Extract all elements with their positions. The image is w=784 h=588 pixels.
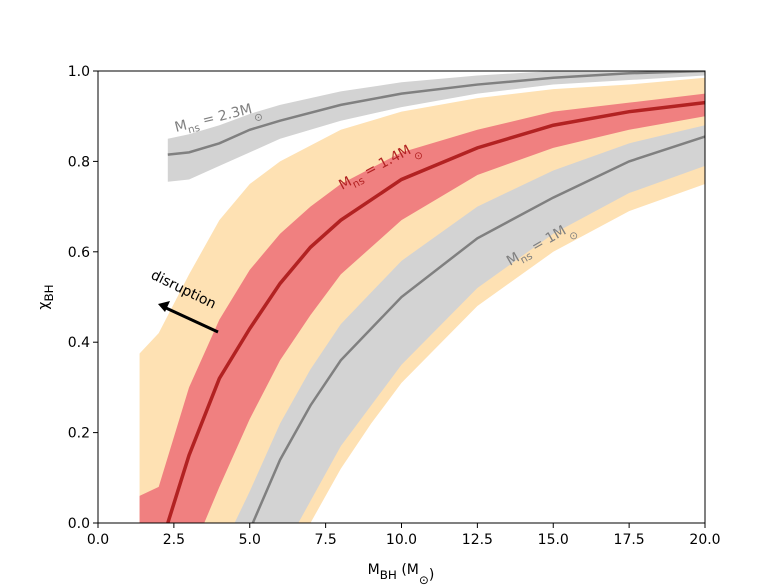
y-tick-label: 0.0 — [68, 516, 90, 532]
text: M — [173, 117, 189, 135]
x-tick-label: 15.0 — [538, 532, 569, 548]
text: M — [368, 562, 380, 578]
band — [139, 93, 705, 523]
x-tick-label: 20.0 — [689, 532, 720, 548]
y-tick-label: 0.6 — [68, 245, 90, 261]
sub: ns — [187, 122, 202, 137]
y-tick-label: 0.4 — [68, 335, 90, 351]
line — [251, 135, 705, 523]
sub: ns — [351, 175, 367, 191]
band — [234, 125, 705, 523]
arrow — [165, 306, 219, 334]
x-tick-label: 5.0 — [239, 532, 261, 548]
sub2: ⊙ — [253, 111, 264, 125]
arrow-head — [158, 301, 170, 312]
y-tick-label: 0.8 — [68, 154, 90, 170]
x-tick-label: 7.5 — [314, 532, 336, 548]
line — [167, 71, 705, 156]
band — [167, 71, 705, 182]
text: χ — [36, 302, 52, 310]
x-tick-label: 2.5 — [163, 532, 185, 548]
bands — [139, 71, 705, 523]
line — [166, 100, 705, 523]
x-tick-label: 17.5 — [614, 532, 645, 548]
y-tick-label: 0.2 — [68, 426, 90, 442]
x-tick-label: 12.5 — [462, 532, 493, 548]
rest: (M — [397, 562, 419, 578]
sub: BH — [42, 284, 56, 301]
sub2: ⊙ — [419, 573, 429, 587]
x-tick-label: 0.0 — [87, 532, 109, 548]
sub: ns — [518, 250, 535, 266]
label: MBH (M⊙) — [368, 562, 435, 587]
y-tick-label: 1.0 — [68, 64, 90, 80]
end: ) — [429, 567, 434, 583]
x-tick-label: 10.0 — [386, 532, 417, 548]
sub: BH — [380, 568, 397, 582]
lines — [166, 71, 705, 523]
label: χBH — [36, 284, 56, 309]
